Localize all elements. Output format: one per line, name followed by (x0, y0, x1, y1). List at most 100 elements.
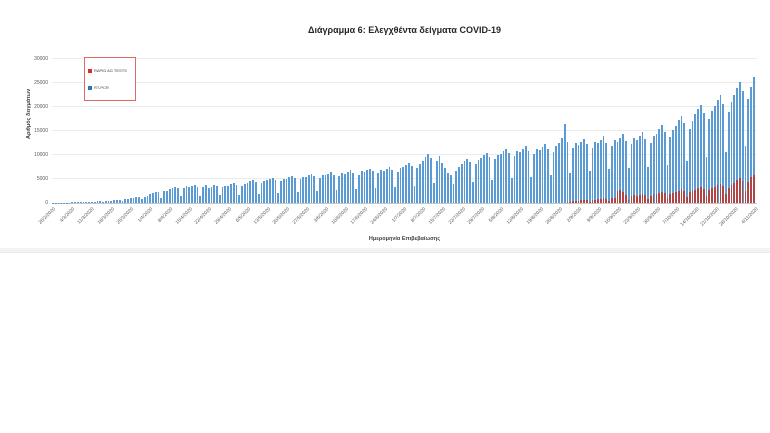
bar-rt-pcr (438, 155, 441, 203)
bar-rt-pcr (516, 150, 519, 203)
bar-rt-pcr (683, 123, 686, 203)
bar-column (558, 143, 561, 203)
bar-column (410, 166, 414, 203)
bar-column (352, 172, 355, 203)
bar-rt-pcr (124, 199, 127, 203)
bar-rt-pcr (591, 147, 594, 203)
bar-column (547, 149, 550, 203)
bar-rt-pcr (602, 136, 605, 203)
bar-column (661, 125, 664, 203)
bar-rt-pcr (744, 146, 747, 203)
bar-column (152, 192, 155, 203)
bar-column (338, 176, 341, 203)
bar-rt-pcr (330, 172, 332, 203)
bar-rt-pcr (505, 148, 508, 203)
bar-rapid-ag-tests (566, 201, 569, 203)
bar-rapid-ag-tests (599, 198, 602, 203)
bar-column (191, 185, 194, 203)
bar-column (624, 140, 628, 203)
bar-rt-pcr (469, 162, 471, 203)
bar-column (196, 186, 200, 203)
bar-column (602, 136, 606, 203)
x-tick-label: 16/9/2020 (603, 207, 623, 226)
bar-rt-pcr (341, 173, 344, 203)
bar-column (569, 173, 572, 203)
bar-column (477, 159, 481, 203)
bar-rt-pcr (421, 160, 424, 203)
bar-column (74, 202, 77, 203)
bar-rt-pcr (586, 144, 588, 203)
bar-rapid-ag-tests (744, 191, 747, 203)
bar-rt-pcr (218, 195, 221, 203)
x-axis-title: Ημερομηνία Επιβεβαίωσης (368, 236, 441, 242)
bar-rt-pcr (605, 142, 608, 203)
bar-rapid-ag-tests (611, 198, 613, 203)
bar-rt-pcr (433, 182, 435, 203)
bar-column (327, 173, 330, 203)
bar-column (485, 153, 489, 203)
bar-rt-pcr (552, 152, 555, 203)
bar-rt-pcr (366, 170, 369, 203)
bar-column (752, 76, 756, 203)
bar-rapid-ag-tests (658, 192, 661, 203)
bar-column (396, 171, 400, 203)
bar-rt-pcr (471, 181, 474, 203)
bar-rapid-ag-tests (683, 191, 686, 203)
x-tick-label: 21/10/2020 (699, 207, 721, 228)
bar-column (719, 95, 723, 203)
bar-column (488, 156, 492, 203)
bar-column (115, 199, 119, 203)
bar-rapid-ag-tests (708, 190, 711, 203)
bar-column (385, 168, 389, 203)
bar-rt-pcr (96, 201, 99, 203)
bar-rt-pcr (185, 186, 188, 203)
bar-rt-pcr (160, 197, 163, 203)
bar-column (124, 199, 127, 203)
bar-rt-pcr (583, 138, 585, 203)
bar-rt-pcr (655, 133, 658, 203)
bar-rt-pcr (555, 146, 558, 203)
bar-column (374, 188, 378, 203)
bar-rt-pcr (608, 169, 611, 203)
bar-column (641, 131, 645, 203)
bar-rt-pcr (663, 131, 666, 203)
x-tick-label: 26/2/2020 (38, 207, 57, 226)
bar-column (538, 150, 542, 203)
bar-column (405, 165, 408, 203)
x-tick-label: 18/3/2020 (96, 207, 116, 226)
bar-rt-pcr (666, 164, 669, 203)
bar-column (510, 178, 514, 203)
bar-column (747, 99, 750, 203)
bar-column (502, 151, 506, 203)
bar-column (424, 156, 428, 203)
bar-rt-pcr (257, 193, 260, 203)
bar-rt-pcr (177, 188, 179, 203)
bar-rt-pcr (558, 143, 560, 203)
bar-rt-pcr (752, 76, 755, 203)
bar-column (141, 199, 144, 203)
bar-rapid-ag-tests (697, 188, 699, 203)
bar-rt-pcr (74, 202, 77, 203)
bar-column (188, 187, 191, 203)
bar-rt-pcr (541, 146, 544, 203)
bar-rapid-ag-tests (586, 200, 588, 203)
bar-column (260, 183, 264, 203)
bar-rt-pcr (497, 155, 499, 203)
bar-column (555, 146, 558, 203)
bar-column (711, 110, 714, 203)
bar-column (530, 176, 533, 203)
bar-rt-pcr (204, 185, 207, 203)
bar-rt-pcr (491, 179, 494, 203)
bar-rt-pcr (280, 181, 282, 203)
bar-rapid-ag-tests (616, 191, 619, 203)
bar-column (694, 113, 697, 203)
bar-column (349, 170, 353, 203)
bar-rt-pcr (413, 185, 416, 203)
bar-column (399, 168, 403, 203)
bar-rt-pcr (402, 167, 405, 203)
x-tick-label: 29/4/2020 (213, 207, 233, 226)
bar-rapid-ag-tests (655, 193, 658, 203)
bars (52, 59, 757, 203)
bar-column (713, 106, 717, 203)
bar-rt-pcr (644, 138, 647, 203)
